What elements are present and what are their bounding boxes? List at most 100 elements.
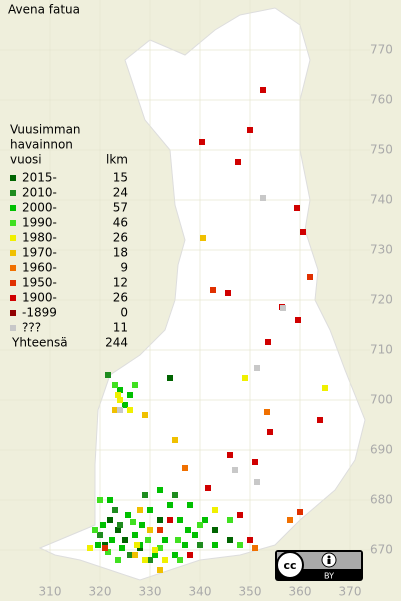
license-badge: cc BY — [275, 550, 363, 581]
observation — [132, 552, 138, 558]
legend-swatch — [10, 310, 16, 316]
observation — [115, 527, 121, 533]
legend-swatch — [10, 295, 16, 301]
y-tick-label: 690 — [370, 443, 393, 457]
observation — [87, 545, 93, 551]
observation — [260, 87, 266, 93]
legend-label: ??? — [22, 321, 41, 335]
observation — [147, 557, 153, 563]
observation — [157, 487, 163, 493]
observation — [167, 502, 173, 508]
observation — [205, 485, 211, 491]
x-tick-label: 340 — [189, 585, 212, 599]
country-outline — [38, 7, 366, 581]
observation — [112, 407, 118, 413]
observation — [212, 507, 218, 513]
y-tick-label: 770 — [370, 43, 393, 57]
observation — [197, 542, 203, 548]
observation — [112, 382, 118, 388]
observation — [265, 339, 271, 345]
observation — [117, 407, 123, 413]
observation — [172, 492, 178, 498]
y-tick-label: 730 — [370, 243, 393, 257]
y-tick-label: 710 — [370, 343, 393, 357]
legend-label: 1960- — [22, 261, 57, 275]
observation — [127, 552, 133, 558]
observation — [210, 287, 216, 293]
observation — [177, 517, 183, 523]
observation — [142, 412, 148, 418]
observation — [142, 557, 148, 563]
observation — [134, 542, 140, 548]
observation — [152, 547, 158, 553]
observation — [187, 502, 193, 508]
legend-heading: havainnon — [10, 138, 73, 152]
observation — [260, 195, 266, 201]
y-tick-label: 680 — [370, 493, 393, 507]
observation — [167, 375, 173, 381]
observation — [182, 542, 188, 548]
x-tick-label: 320 — [89, 585, 112, 599]
observation — [100, 522, 106, 528]
legend-swatch — [10, 265, 16, 271]
legend-count: 46 — [113, 216, 128, 230]
observation — [322, 385, 328, 391]
observation — [132, 532, 138, 538]
observation — [294, 205, 300, 211]
observation — [147, 507, 153, 513]
observation — [105, 372, 111, 378]
legend-count: 18 — [113, 246, 128, 260]
observation — [157, 567, 163, 573]
legend-count: 15 — [113, 171, 128, 185]
observation — [232, 467, 238, 473]
by-label: BY — [324, 572, 334, 581]
observation — [109, 537, 115, 543]
observation — [227, 452, 233, 458]
y-tick-label: 670 — [370, 543, 393, 557]
observation — [119, 545, 125, 551]
legend-count: 26 — [113, 291, 128, 305]
legend-swatch — [10, 175, 16, 181]
observation — [92, 527, 98, 533]
observation — [132, 382, 138, 388]
observation — [317, 417, 323, 423]
observation — [95, 542, 101, 548]
legend-count-heading: lkm — [106, 153, 128, 167]
legend-count: 24 — [113, 186, 128, 200]
legend-swatch — [10, 325, 16, 331]
observation — [252, 545, 258, 551]
legend-swatch — [10, 235, 16, 241]
observation — [97, 532, 103, 538]
observation — [225, 290, 231, 296]
observation — [115, 557, 121, 563]
observation — [287, 517, 293, 523]
observation — [115, 392, 121, 398]
observation — [197, 522, 203, 528]
x-tick-label: 350 — [239, 585, 262, 599]
legend-swatch — [10, 190, 16, 196]
x-tick-label: 330 — [139, 585, 162, 599]
observation — [247, 127, 253, 133]
observation — [200, 235, 206, 241]
observation — [125, 512, 131, 518]
legend-label: 1980- — [22, 231, 57, 245]
legend-heading: Vuusimman — [10, 123, 81, 137]
legend-count: 11 — [113, 321, 128, 335]
observation — [147, 527, 153, 533]
legend-count: 9 — [120, 261, 128, 275]
observation — [122, 537, 128, 543]
observation — [185, 527, 191, 533]
observation — [172, 437, 178, 443]
observation — [199, 139, 205, 145]
x-tick-label: 310 — [39, 585, 62, 599]
legend-label: 1950- — [22, 276, 57, 290]
observation — [264, 409, 270, 415]
observation — [152, 552, 158, 558]
observation — [237, 542, 243, 548]
observation — [97, 497, 103, 503]
total-label: Yhteensä — [11, 336, 68, 350]
observation — [145, 537, 151, 543]
observation — [107, 497, 113, 503]
observation — [157, 545, 163, 551]
